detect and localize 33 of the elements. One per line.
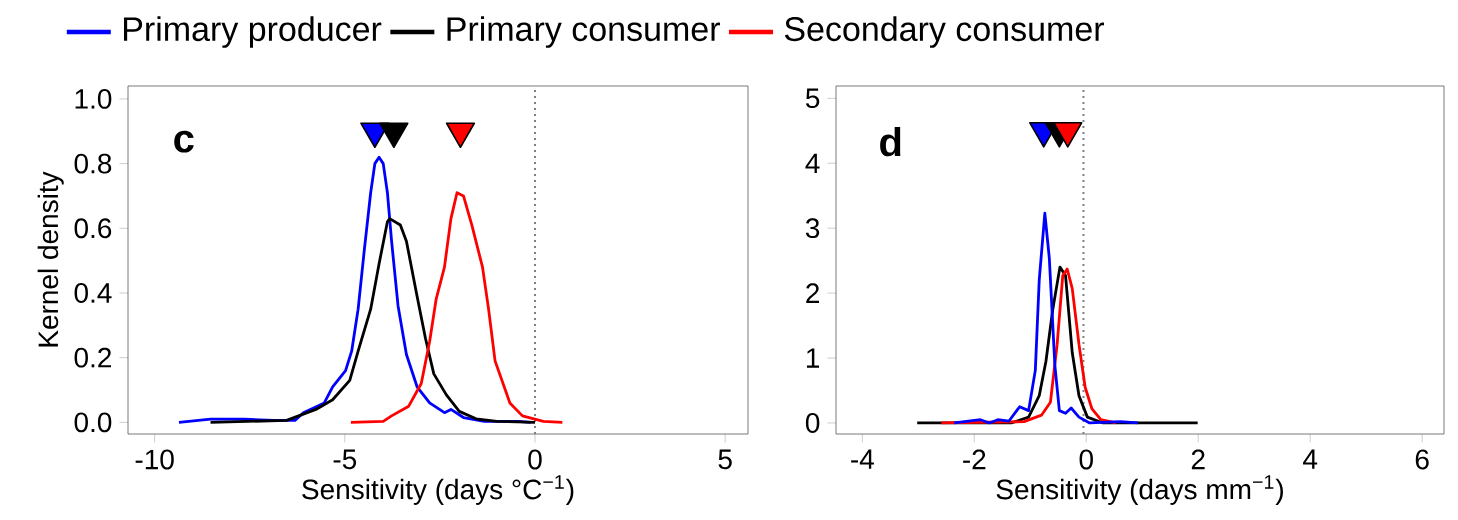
y-tick-label: 0.4 [74,283,112,303]
x-axis-title: Sensitivity (days mm$^{−1}$) [996,475,1283,505]
x-tick-label: 0 [528,449,542,470]
line-series [349,191,564,424]
y-tick-label: 1.0 [75,89,112,109]
y-tick-label: 5 [805,88,820,109]
y-tick-label: 2 [806,283,820,303]
y-axis-title: Kernel density [37,171,64,347]
x-tick-label: -2 [963,449,986,470]
line-series [952,211,1140,425]
x-axis-title: Sensitivity (days °C$^{−1}$) [302,475,574,505]
x-tick-label: 4 [1303,449,1318,469]
annotation: d [880,126,901,157]
y-tick-label: 0 [805,413,820,433]
y-tick-label: 0.6 [74,218,112,239]
x-tick-label: 2 [1191,449,1205,470]
x-tick-label: 5 [718,449,732,470]
annotation: c [174,130,194,153]
y-tick-label: 1 [806,348,820,368]
x-tick-label: 6 [1415,449,1429,470]
legend-label: Secondary consumer [784,16,1105,48]
legend-label: Primary producer [123,16,382,48]
y-tick-label: 0.2 [74,347,111,368]
y-tick-label: 3 [805,218,820,239]
x-tick-label: -5 [333,449,357,470]
legend-label: Primary consumer [447,16,720,48]
y-tick-label: 0.8 [74,153,112,174]
line-series [209,217,537,424]
x-tick-label: -10 [135,449,174,470]
x-tick-label: -4 [851,449,874,469]
y-tick-label: 0.0 [74,412,112,433]
y-tick-label: 4 [805,153,820,173]
x-tick-label: 0 [1079,449,1093,470]
